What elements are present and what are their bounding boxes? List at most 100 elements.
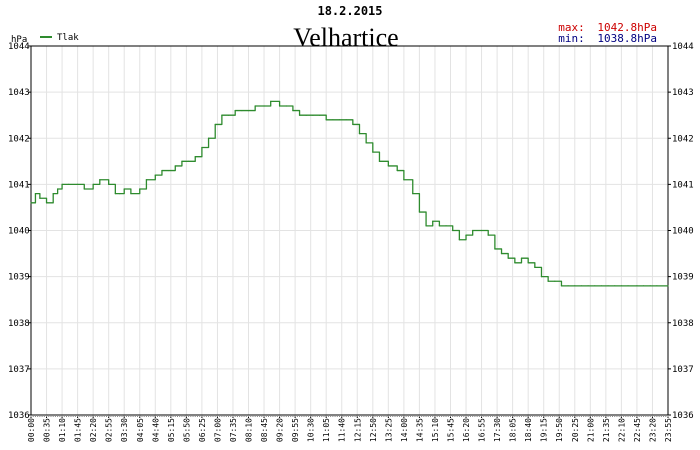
data-point bbox=[305, 114, 307, 116]
x-tick-label: 05:50 bbox=[182, 418, 191, 442]
data-point bbox=[607, 285, 609, 287]
max-readout: max: 1042.8hPa bbox=[558, 21, 657, 34]
data-point bbox=[487, 234, 489, 236]
x-tick-label: 08:45 bbox=[260, 418, 269, 442]
data-point bbox=[649, 285, 651, 287]
x-tick-label: 22:10 bbox=[617, 418, 626, 442]
data-point bbox=[312, 114, 314, 116]
data-point bbox=[432, 220, 434, 222]
data-point bbox=[580, 285, 583, 287]
data-point bbox=[378, 160, 381, 162]
x-tick-label: 15:45 bbox=[446, 418, 455, 442]
data-point bbox=[396, 169, 398, 172]
series-layer bbox=[30, 100, 669, 287]
x-tick-label: 06:25 bbox=[198, 418, 207, 442]
x-tick-label: 23:20 bbox=[648, 418, 657, 442]
data-point bbox=[145, 179, 148, 181]
data-point bbox=[425, 225, 427, 227]
y-tick-label-right: 1042 bbox=[672, 134, 694, 144]
x-tick-label: 12:50 bbox=[369, 418, 378, 442]
data-point bbox=[494, 248, 496, 250]
data-point bbox=[667, 285, 669, 287]
data-point bbox=[278, 105, 281, 107]
data-point bbox=[338, 119, 341, 121]
data-point bbox=[181, 160, 183, 162]
data-point bbox=[520, 257, 523, 259]
x-tick-label: 01:10 bbox=[58, 418, 67, 442]
data-point bbox=[403, 179, 405, 181]
y-tick-label-right: 1041 bbox=[672, 180, 694, 190]
data-point bbox=[594, 285, 596, 287]
x-tick-label: 18:05 bbox=[509, 418, 518, 442]
y-tick-label-right: 1044 bbox=[672, 42, 694, 52]
data-point bbox=[68, 183, 70, 185]
x-tick-label: 03:30 bbox=[120, 418, 129, 442]
data-point bbox=[627, 285, 629, 287]
data-point bbox=[254, 105, 256, 107]
x-tick-label: 21:00 bbox=[586, 418, 595, 442]
data-point bbox=[270, 100, 272, 102]
data-point bbox=[540, 276, 543, 278]
x-tick-label: 15:10 bbox=[431, 418, 440, 442]
x-tick-label: 13:25 bbox=[384, 418, 393, 442]
max-readout-value: 1042.8hPa bbox=[597, 21, 657, 34]
x-tick-label: 23:55 bbox=[664, 418, 673, 442]
data-point bbox=[445, 225, 447, 227]
data-point bbox=[99, 179, 101, 181]
y-tick-label-left: 1040 bbox=[8, 227, 30, 237]
data-point bbox=[123, 188, 125, 190]
y-tick-label-left: 1044 bbox=[8, 42, 30, 52]
data-point bbox=[614, 285, 616, 287]
data-point bbox=[201, 146, 203, 149]
data-point bbox=[507, 257, 509, 259]
y-tick-label-right: 1038 bbox=[672, 319, 694, 329]
y-tick-label-left: 1041 bbox=[8, 180, 30, 190]
y-tick-label-left: 1039 bbox=[8, 273, 30, 283]
data-point bbox=[52, 193, 54, 195]
legend-label: Tlak bbox=[57, 33, 79, 43]
x-tick-label: 19:50 bbox=[555, 418, 564, 442]
x-tick-label: 12:15 bbox=[353, 418, 362, 442]
data-point bbox=[168, 169, 170, 172]
y-tick-label-left: 1043 bbox=[8, 88, 30, 98]
data-point bbox=[458, 239, 460, 241]
x-tick-label: 00:35 bbox=[43, 418, 52, 442]
data-point bbox=[234, 109, 236, 112]
x-tick-label: 10:30 bbox=[307, 418, 316, 442]
x-tick-label: 00:00 bbox=[27, 418, 36, 442]
y-tick-label-left: 1037 bbox=[8, 365, 30, 375]
data-point bbox=[567, 285, 569, 287]
data-point bbox=[554, 280, 556, 282]
x-tick-label: 16:20 bbox=[462, 418, 471, 442]
series-line-tlak bbox=[31, 100, 668, 287]
y-tick-label-left: 1038 bbox=[8, 319, 30, 329]
data-point bbox=[527, 262, 529, 264]
data-point bbox=[332, 119, 334, 121]
data-point bbox=[318, 114, 321, 116]
data-point bbox=[372, 151, 374, 153]
x-tick-label: 21:35 bbox=[602, 418, 611, 442]
y-tick-label-right: 1043 bbox=[672, 88, 694, 98]
data-point bbox=[61, 183, 63, 185]
x-tick-label: 09:20 bbox=[276, 418, 285, 442]
min-readout: min: 1038.8hPa bbox=[558, 32, 657, 45]
data-point bbox=[472, 229, 474, 232]
x-tick-label: 17:30 bbox=[493, 418, 502, 442]
data-point bbox=[345, 119, 347, 121]
x-tick-label: 07:35 bbox=[229, 418, 238, 442]
y-tick-label-right: 1039 bbox=[672, 273, 694, 283]
data-point bbox=[119, 193, 121, 195]
x-tick-label: 08:10 bbox=[245, 418, 254, 442]
data-point bbox=[514, 262, 516, 264]
data-point bbox=[587, 285, 589, 287]
x-tick-label: 22:45 bbox=[633, 418, 642, 442]
x-tick-label: 02:55 bbox=[105, 418, 114, 442]
data-point bbox=[241, 109, 243, 112]
max-readout-label: max: bbox=[558, 21, 585, 34]
x-tick-label: 18:40 bbox=[524, 418, 533, 442]
min-readout-label: min: bbox=[558, 32, 585, 45]
min-readout-value: 1038.8hPa bbox=[597, 32, 657, 45]
y-tick-label-left: 1036 bbox=[8, 411, 30, 421]
data-point bbox=[30, 202, 32, 204]
